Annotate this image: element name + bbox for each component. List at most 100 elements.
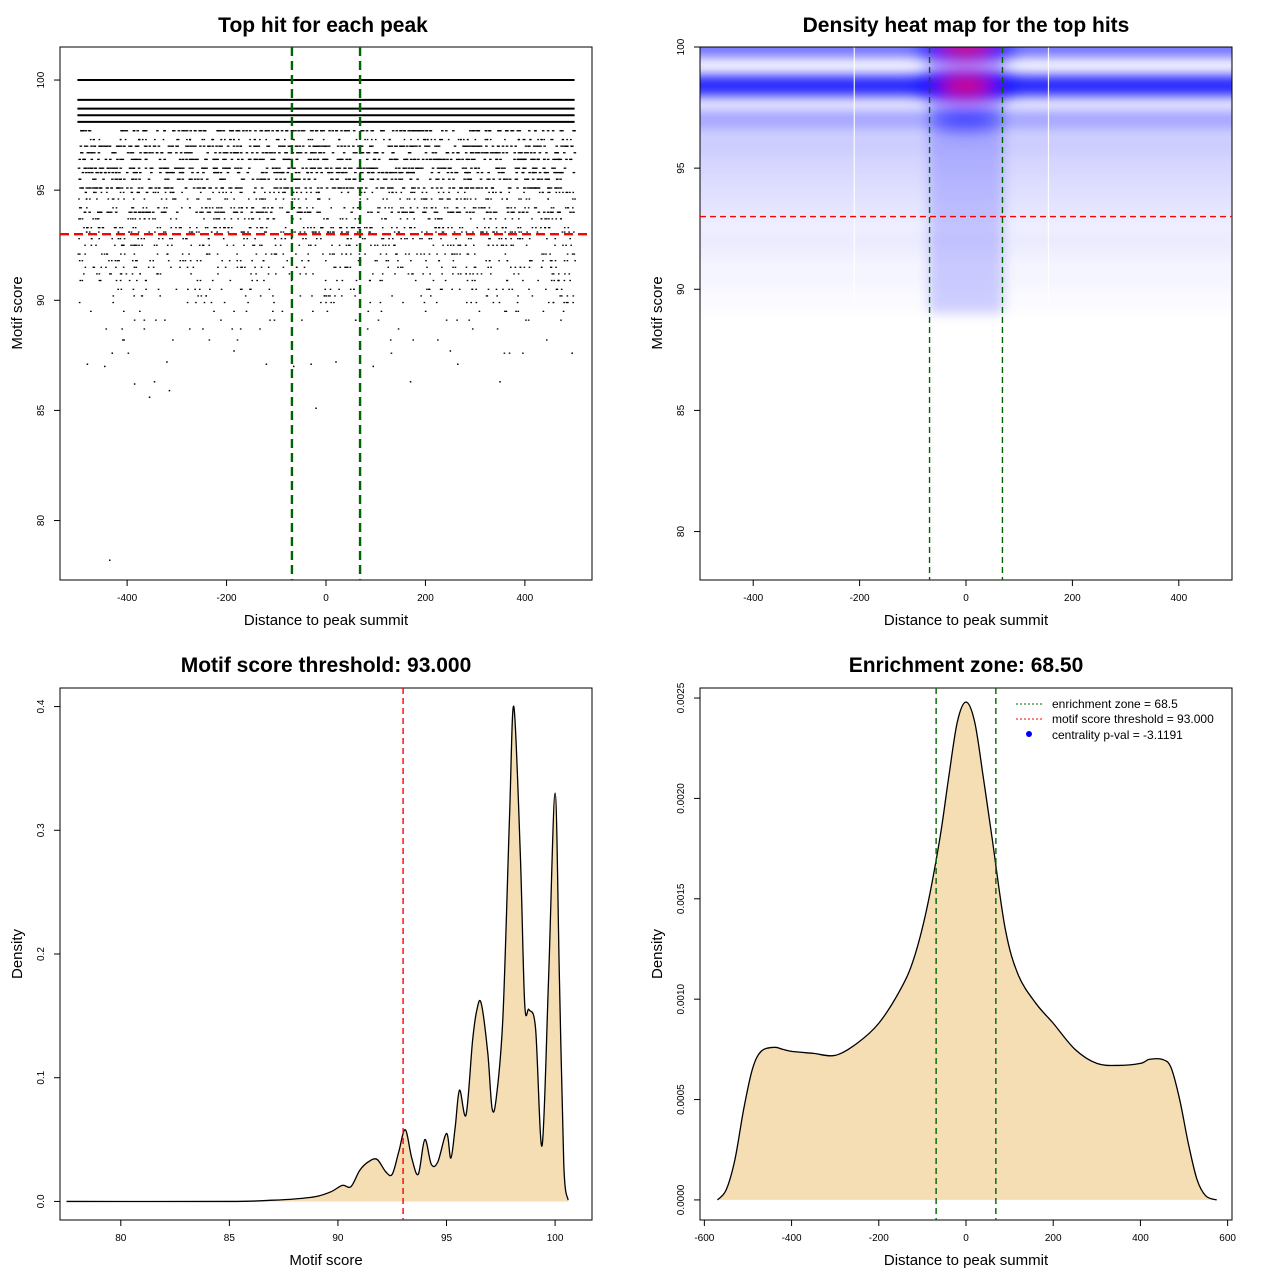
data-point bbox=[327, 145, 331, 147]
data-point bbox=[145, 152, 148, 154]
data-point bbox=[358, 253, 361, 255]
data-point bbox=[118, 145, 121, 147]
data-point bbox=[259, 178, 262, 180]
data-point bbox=[470, 238, 472, 240]
data-point bbox=[571, 145, 574, 147]
data-point bbox=[415, 130, 418, 132]
data-point bbox=[545, 253, 547, 255]
data-point bbox=[250, 273, 252, 275]
data-point bbox=[196, 187, 200, 189]
data-point bbox=[481, 231, 483, 233]
data-point bbox=[485, 295, 488, 297]
data-point bbox=[133, 158, 136, 161]
data-point bbox=[81, 187, 84, 189]
data-point bbox=[299, 207, 302, 209]
data-point bbox=[382, 187, 385, 189]
data-point bbox=[459, 273, 462, 275]
data-point bbox=[131, 152, 135, 154]
data-point bbox=[323, 145, 327, 147]
data-point bbox=[300, 211, 303, 213]
data-point bbox=[222, 191, 224, 194]
data-point bbox=[99, 145, 103, 147]
data-point bbox=[495, 191, 497, 194]
data-point bbox=[298, 145, 301, 147]
data-point bbox=[143, 152, 147, 154]
data-point bbox=[352, 145, 355, 147]
data-point bbox=[222, 211, 226, 213]
data-point bbox=[344, 171, 348, 174]
data-point bbox=[251, 178, 255, 180]
y-tick-label: 0.1 bbox=[36, 1070, 47, 1084]
data-point bbox=[255, 198, 258, 200]
data-point bbox=[506, 198, 508, 200]
data-point bbox=[230, 218, 233, 220]
data-point bbox=[138, 138, 141, 141]
data-point bbox=[435, 187, 439, 189]
data-point bbox=[145, 207, 148, 209]
data-point bbox=[320, 145, 324, 147]
data-point bbox=[542, 260, 544, 262]
data-point bbox=[166, 244, 169, 246]
data-point bbox=[263, 231, 266, 233]
data-point bbox=[541, 266, 543, 268]
data-point bbox=[447, 198, 450, 200]
data-point bbox=[236, 253, 238, 255]
data-point bbox=[523, 187, 526, 189]
data-point bbox=[229, 187, 233, 189]
data-point bbox=[151, 152, 154, 154]
data-point bbox=[432, 279, 435, 282]
data-point bbox=[135, 244, 138, 246]
scatter-points bbox=[77, 79, 577, 561]
data-point bbox=[115, 145, 119, 147]
data-point bbox=[139, 273, 142, 275]
data-point bbox=[538, 171, 542, 174]
data-point bbox=[278, 152, 281, 154]
data-point bbox=[311, 231, 314, 233]
data-point bbox=[428, 158, 432, 161]
data-point bbox=[483, 207, 485, 209]
data-point bbox=[573, 231, 575, 233]
data-point bbox=[547, 187, 550, 189]
data-point bbox=[410, 260, 412, 262]
data-point bbox=[303, 178, 306, 180]
data-point bbox=[242, 178, 246, 180]
data-point bbox=[459, 244, 461, 246]
data-point bbox=[443, 207, 446, 209]
legend-pval-label: centrality p-val = -3.1191 bbox=[1052, 728, 1183, 742]
data-point bbox=[134, 227, 137, 229]
data-point bbox=[263, 178, 267, 180]
data-point bbox=[421, 130, 425, 132]
data-point bbox=[154, 138, 156, 141]
data-point bbox=[495, 288, 498, 290]
data-point bbox=[243, 218, 246, 220]
data-point bbox=[475, 152, 478, 154]
data-point bbox=[102, 227, 105, 229]
data-point bbox=[224, 227, 226, 229]
data-point bbox=[304, 152, 308, 154]
data-point bbox=[98, 167, 102, 169]
data-point bbox=[440, 187, 443, 189]
data-point bbox=[218, 152, 222, 154]
data-point bbox=[468, 171, 471, 174]
data-point bbox=[322, 138, 325, 141]
data-point bbox=[507, 207, 510, 209]
data-point bbox=[477, 152, 481, 154]
data-point bbox=[225, 152, 229, 154]
data-point bbox=[485, 145, 488, 147]
data-point bbox=[164, 319, 166, 321]
data-point bbox=[134, 260, 137, 262]
data-point bbox=[425, 130, 429, 132]
data-point bbox=[217, 266, 219, 268]
data-point bbox=[297, 187, 301, 189]
data-point bbox=[259, 244, 261, 246]
data-point bbox=[331, 253, 334, 255]
data-point bbox=[490, 187, 494, 189]
data-point bbox=[380, 187, 383, 189]
data-point bbox=[552, 207, 555, 209]
data-point bbox=[214, 152, 217, 154]
data-point bbox=[456, 207, 459, 209]
data-point bbox=[493, 231, 495, 233]
data-point bbox=[471, 187, 475, 189]
data-point bbox=[539, 145, 542, 147]
data-point bbox=[526, 231, 528, 233]
